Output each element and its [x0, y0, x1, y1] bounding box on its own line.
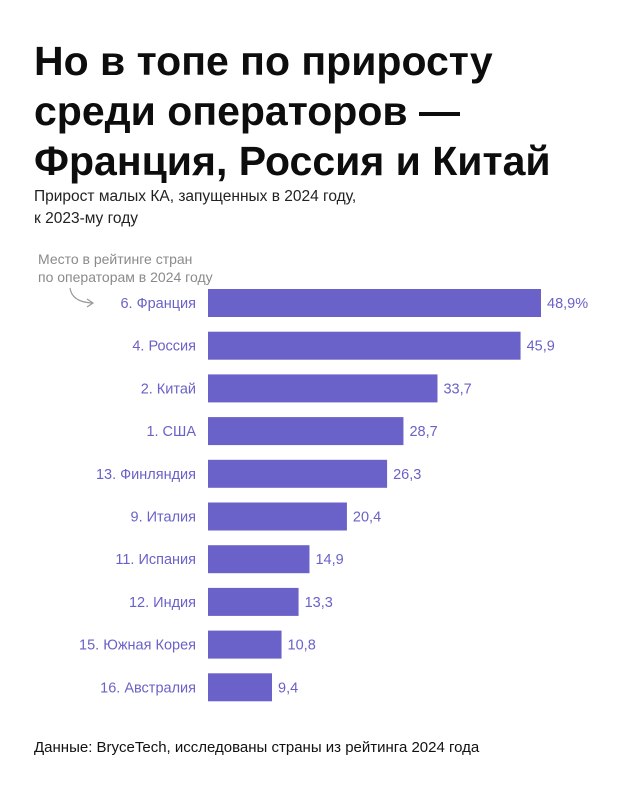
- annotation-arrow-icon: [69, 287, 93, 304]
- bar: [208, 502, 347, 531]
- value-label: 13,3: [305, 595, 333, 611]
- bar: [208, 417, 404, 446]
- category-label: 12. Индия: [129, 595, 196, 611]
- bar: [208, 587, 299, 616]
- category-label: 2. Китай: [141, 381, 196, 397]
- value-label: 48,9%: [547, 296, 588, 312]
- value-label: 14,9: [315, 552, 343, 568]
- bar: [208, 289, 541, 317]
- value-label: 20,4: [353, 510, 381, 526]
- category-label: 6. Франция: [120, 296, 196, 312]
- value-label: 33,7: [443, 381, 471, 397]
- value-label: 10,8: [288, 638, 316, 654]
- chart-subtitle: Прирост малых КА, запущенных в 2024 году…: [34, 188, 357, 227]
- value-label: 9,4: [278, 680, 298, 696]
- rank-annotation: Место в рейтинге стран по операторам в 2…: [38, 251, 213, 285]
- value-label: 28,7: [409, 424, 437, 440]
- category-label: 15. Южная Корея: [79, 638, 196, 654]
- value-label: 26,3: [393, 467, 421, 483]
- category-label: 9. Италия: [131, 510, 197, 526]
- category-label: 13. Финляндия: [96, 467, 196, 483]
- category-label: 1. США: [146, 424, 196, 440]
- bar: [208, 630, 282, 659]
- category-label: 16. Австралия: [100, 680, 196, 696]
- data-source-note: Данные: BryceTech, исследованы страны из…: [34, 739, 480, 756]
- bar: [208, 331, 521, 360]
- annotation-arrowhead-icon: [86, 298, 95, 308]
- bar: [208, 673, 273, 702]
- category-label: 4. Россия: [132, 339, 196, 355]
- bar: [208, 459, 388, 488]
- category-label: 11. Испания: [115, 552, 196, 568]
- bar: [208, 374, 438, 403]
- chart-title: Но в топе по приросту среди операторов —…: [34, 38, 551, 184]
- bars-group: 6. Франция 48,9% 4. Россия 45,9 2. Китай 33,7…: [79, 289, 588, 702]
- value-label: 45,9: [527, 339, 555, 355]
- bar: [208, 545, 310, 574]
